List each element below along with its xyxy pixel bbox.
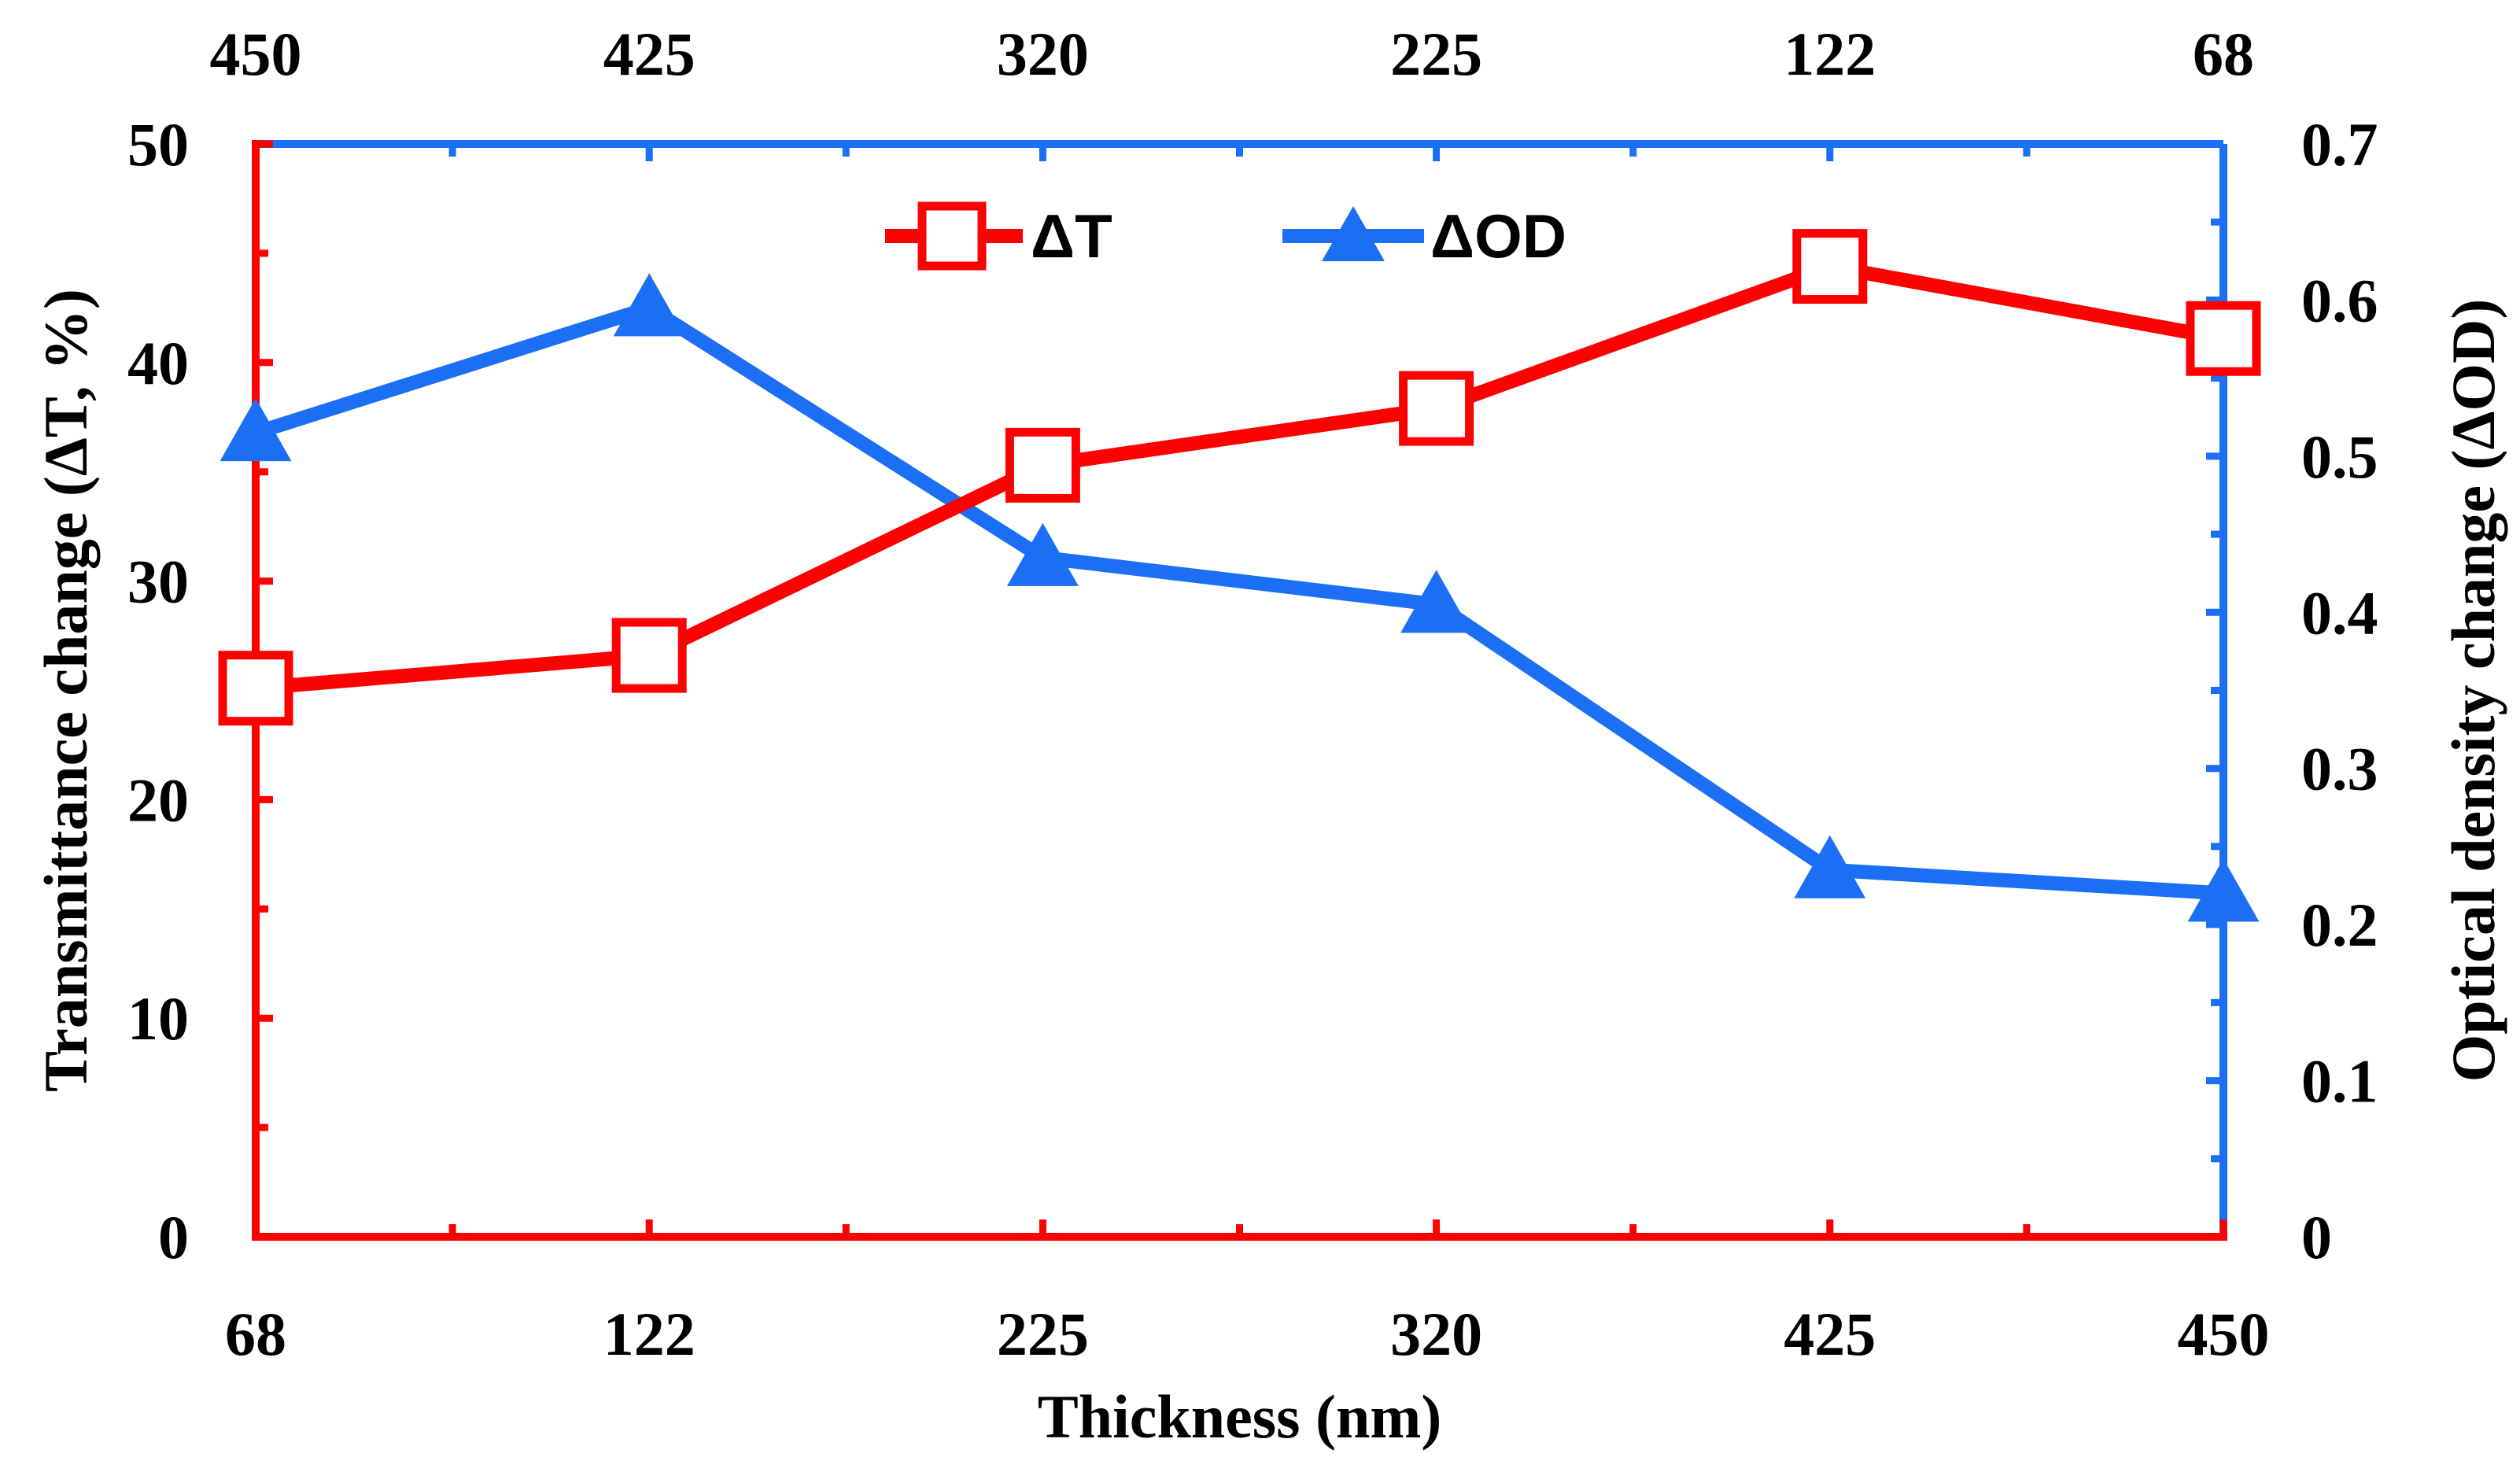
y-right-tick-label: 0.2 (2301, 891, 2378, 959)
y-right-tick-label: 0 (2301, 1203, 2332, 1271)
y-right-tick-label: 0.7 (2301, 110, 2378, 179)
y-right-tick-label: 0.4 (2301, 578, 2378, 647)
delta-od-point (220, 398, 292, 462)
y-right-tick-label: 0.3 (2301, 735, 2378, 803)
axes (252, 140, 2227, 1241)
y-left-tick-label: 50 (127, 110, 189, 179)
delta-t-point (218, 651, 293, 726)
y-right-tick-label: 0.6 (2301, 266, 2378, 334)
delta-t-point (1792, 229, 1868, 304)
top-tick-label: 425 (603, 20, 695, 88)
legend: ΔT ΔOD (885, 201, 1566, 271)
series-layer (218, 229, 2261, 922)
y-right-tick-label: 0.1 (2301, 1047, 2378, 1116)
top-tick-label: 122 (1784, 20, 1876, 88)
y-right-axis-title: Optical density change (ΔOD) (2439, 299, 2507, 1083)
x-axis-title: Thickness (nm) (1038, 1382, 1442, 1451)
top-tick-label: 450 (210, 20, 302, 88)
delta-t-point (1005, 427, 1080, 503)
legend-label-delta-t: ΔT (1031, 201, 1112, 271)
y-left-tick-label: 40 (127, 329, 189, 397)
x-tick-label: 450 (2178, 1300, 2270, 1368)
y-left-tick-label: 20 (127, 766, 189, 834)
y-left-axis-title: Transmittance change (ΔT, %) (31, 289, 100, 1092)
x-tick-label: 425 (1784, 1300, 1876, 1368)
y-left-tick-label: 30 (127, 548, 189, 616)
x-tick-label: 68 (225, 1300, 286, 1368)
delta-od-point (1400, 570, 1473, 633)
y-left-tick-label: 10 (127, 984, 189, 1053)
x-tick-label: 122 (603, 1300, 695, 1368)
top-tick-label: 68 (2193, 20, 2254, 88)
delta-od-point (613, 273, 685, 337)
series-line-delta-t (255, 259, 2225, 695)
delta-t-point (1399, 371, 1474, 446)
delta-t-point (2186, 301, 2261, 376)
top-tick-label: 320 (997, 20, 1089, 88)
legend-marker-delta-od (1322, 206, 1385, 261)
y-right-tick-label: 0.5 (2301, 422, 2378, 491)
delta-t-point (611, 618, 687, 693)
x-tick-label: 320 (1390, 1300, 1482, 1368)
labels-layer: 68 122 225 320 425 450 450 425 320 225 122 68 0 10 20 3… (31, 20, 2507, 1451)
legend-label-delta-od: ΔOD (1430, 201, 1566, 271)
x-tick-label: 225 (997, 1300, 1089, 1368)
y-left-tick-label: 0 (158, 1203, 189, 1271)
legend-marker-delta-t (917, 201, 987, 271)
top-tick-label: 225 (1390, 20, 1482, 88)
delta-od-point (2187, 858, 2260, 922)
series-line-delta-od (253, 300, 2224, 901)
delta-od-point (1794, 835, 1866, 898)
delta-od-point (1006, 522, 1079, 586)
